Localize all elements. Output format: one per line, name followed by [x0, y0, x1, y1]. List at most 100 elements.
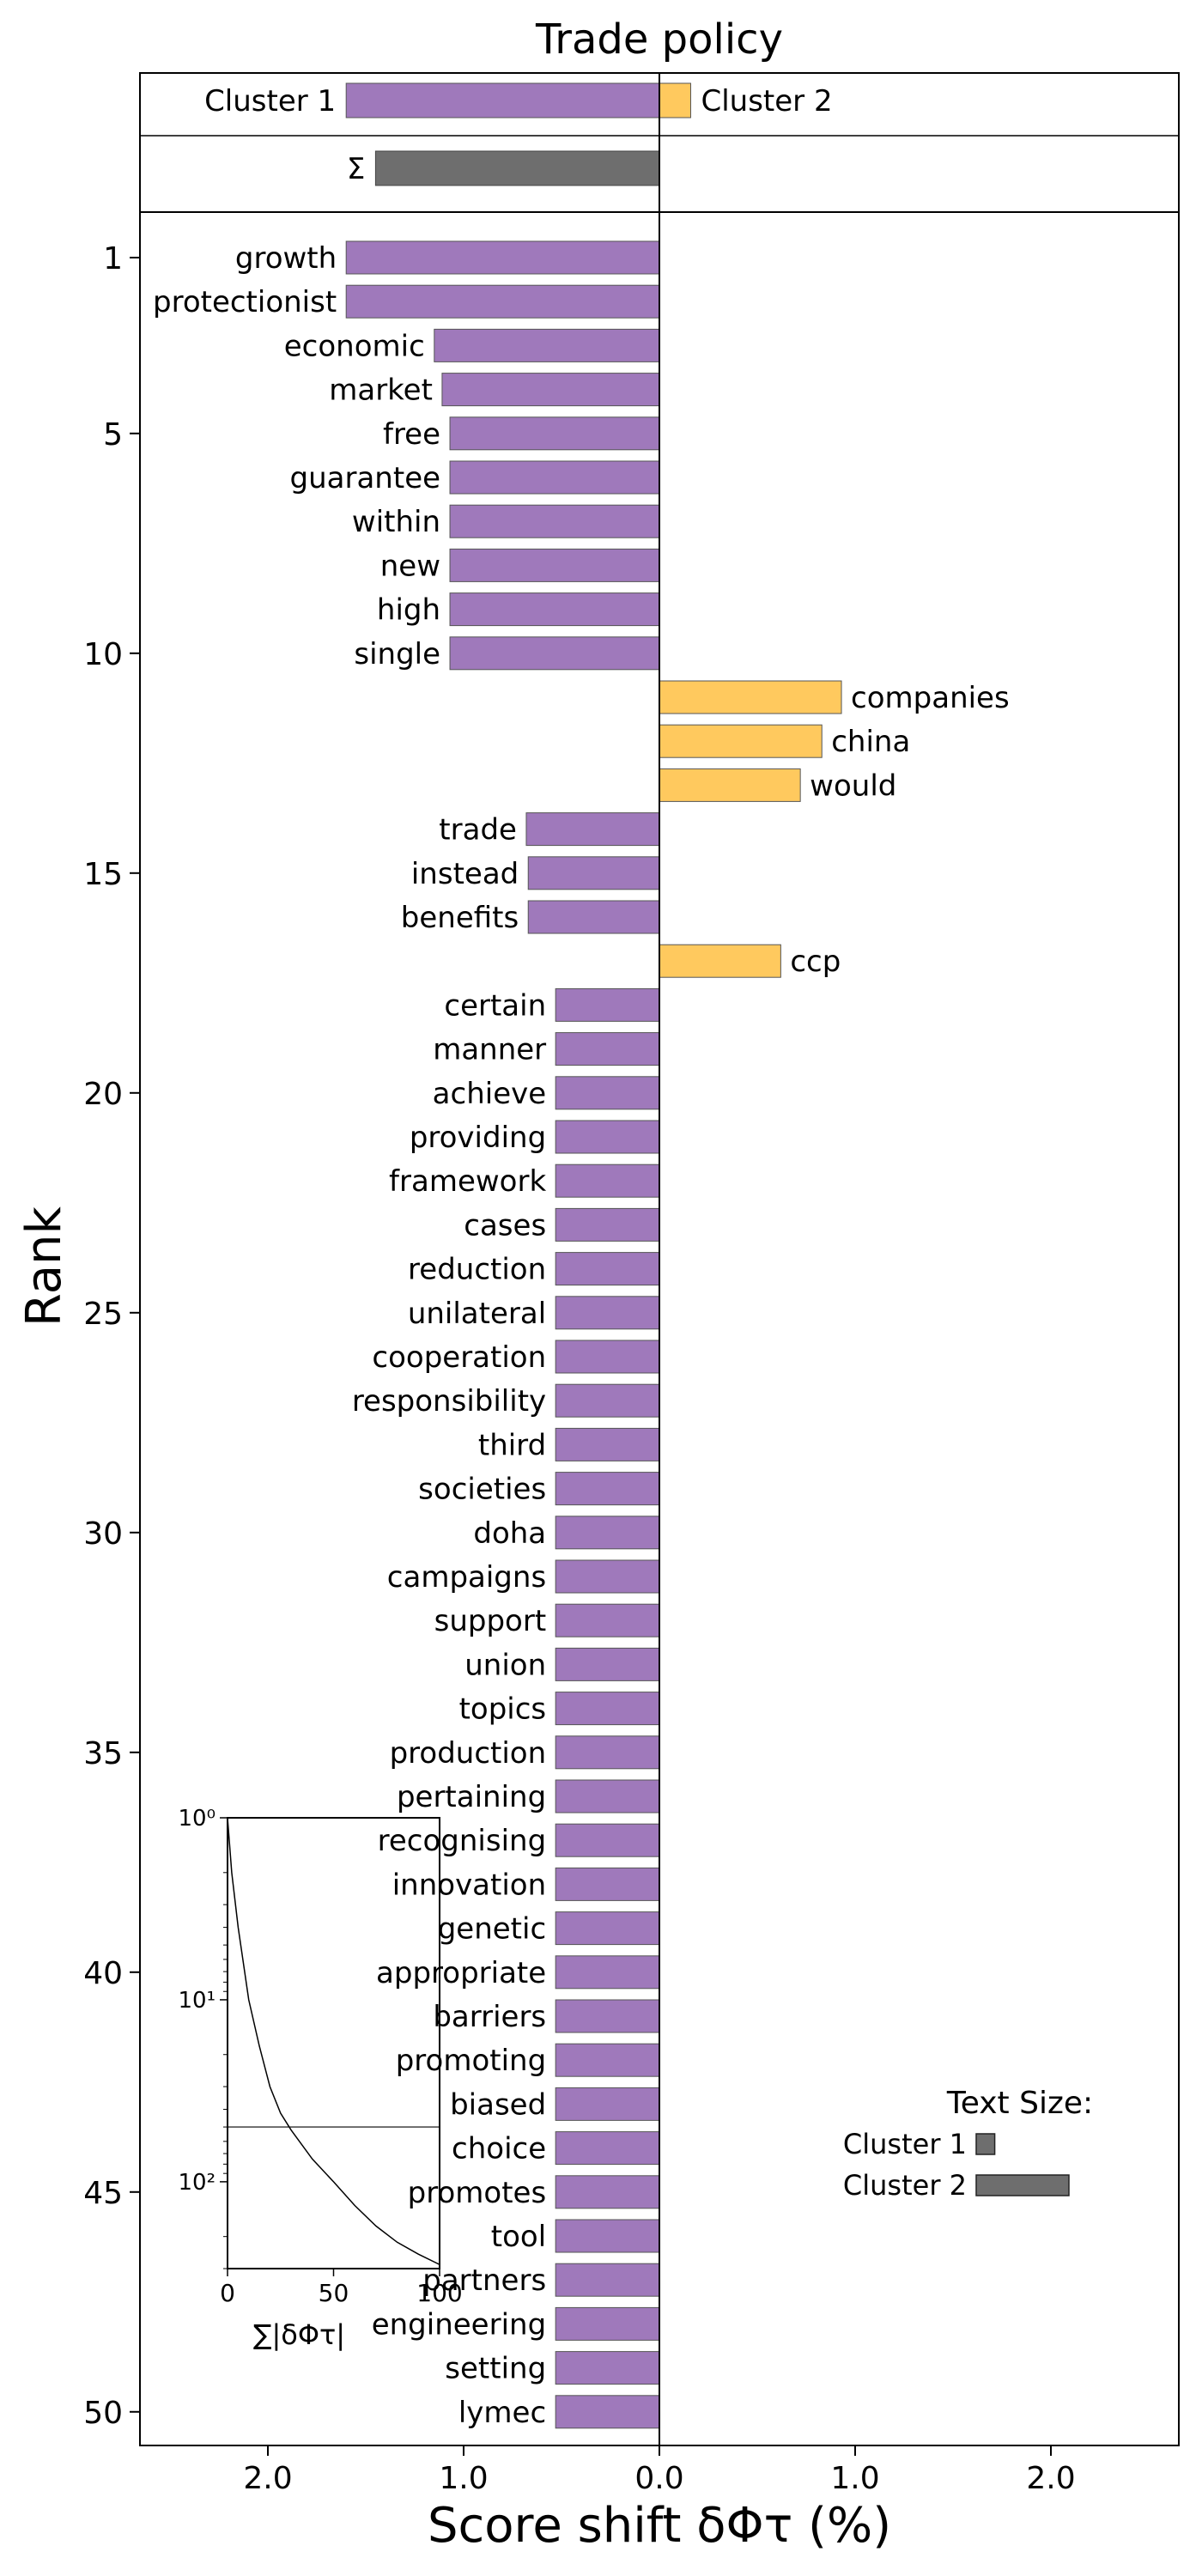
bar-reduction: [555, 1252, 660, 1286]
legend-bar-cluster1: [975, 2133, 996, 2155]
y-tick-label-20: 20: [83, 1077, 123, 1112]
text-size-legend: Text Size: Cluster 1 Cluster 2: [843, 2086, 1093, 2202]
y-tick-label-45: 45: [83, 2176, 123, 2211]
summary-bar-cluster1: [345, 82, 660, 118]
bar-label-instead: instead: [411, 857, 519, 891]
bar-benefits: [527, 900, 660, 934]
bar-label-campaigns: campaigns: [387, 1560, 546, 1595]
bar-label-partners: partners: [422, 2263, 546, 2298]
summary-label-cluster1: Cluster 1: [204, 84, 336, 118]
bar-union: [555, 1647, 660, 1681]
bar-label-guarantee: guarantee: [290, 461, 441, 495]
bar-recognising: [555, 1823, 660, 1857]
bar-within: [449, 504, 660, 538]
y-tick-label-30: 30: [83, 1516, 123, 1552]
inset-x-tick-label-1: 50: [319, 2279, 349, 2307]
bar-label-manner: manner: [433, 1033, 546, 1067]
bar-responsibility: [555, 1383, 660, 1418]
inset-y-tick-label-1: 10¹: [178, 1988, 216, 2014]
bar-certain: [555, 987, 660, 1022]
bar-label-innovation: innovation: [392, 1868, 546, 1902]
bar-label-providing: providing: [410, 1121, 546, 1155]
bars-layer: growth protectionist economic market free gua…: [153, 240, 1010, 2430]
bar-label-appropriate: appropriate: [376, 1956, 546, 1990]
bar-label-economic: economic: [284, 329, 425, 363]
y-tick-label-5: 5: [103, 417, 123, 453]
bar-label-tool: tool: [491, 2220, 546, 2254]
bar-label-growth: growth: [235, 241, 337, 276]
bar-cooperation: [555, 1340, 660, 1374]
bar-ccp: [659, 944, 781, 978]
bar-label-recognising: recognising: [378, 1824, 547, 1858]
summary-panel: Cluster 1 Cluster 2 Σ: [204, 82, 833, 186]
bar-label-new: new: [380, 549, 440, 583]
bar-topics: [555, 1692, 660, 1726]
y-tick-label-25: 25: [83, 1297, 123, 1332]
bar-would: [659, 768, 801, 802]
bar-label-within: within: [352, 505, 440, 539]
bar-campaigns: [555, 1559, 660, 1594]
bar-label-free: free: [383, 417, 440, 452]
bar-label-lymec: lymec: [458, 2396, 546, 2430]
bar-production: [555, 1735, 660, 1770]
bar-barriers: [555, 1999, 660, 2033]
bar-label-protectionist: protectionist: [153, 285, 337, 319]
bar-growth: [345, 240, 660, 275]
summary-label-sum: Σ: [347, 152, 365, 186]
x-axis-label: Score shift δΦτ (%): [428, 2498, 891, 2554]
bar-framework: [555, 1163, 660, 1198]
legend-bar-cluster2: [975, 2174, 1070, 2196]
bar-label-certain: certain: [444, 988, 546, 1023]
summary-label-cluster2: Cluster 2: [701, 84, 832, 118]
bar-economic: [434, 328, 660, 362]
bar-label-societies: societies: [418, 1473, 546, 1507]
inset-y-tick-label-0: 10⁰: [178, 1806, 216, 1832]
bar-label-pertaining: pertaining: [397, 1780, 546, 1814]
bar-partners: [555, 2263, 660, 2297]
bar-tool: [555, 2219, 660, 2253]
bar-label-biased: biased: [450, 2087, 546, 2122]
bar-label-trade: trade: [439, 813, 517, 848]
bar-label-promoting: promoting: [396, 2044, 546, 2078]
bar-societies: [555, 1472, 660, 1506]
bar-engineering: [555, 2306, 660, 2341]
bar-biased: [555, 2087, 660, 2121]
bar-label-cooperation: cooperation: [372, 1340, 546, 1375]
bar-label-high: high: [377, 593, 440, 628]
y-tick-label-50: 50: [83, 2396, 123, 2431]
bar-label-choice: choice: [452, 2132, 546, 2166]
bar-label-china: china: [831, 725, 910, 759]
inset-x-tick-label-0: 0: [220, 2279, 235, 2307]
bar-label-promotes: promotes: [408, 2176, 547, 2210]
bar-label-companies: companies: [851, 681, 1010, 715]
bar-label-ccp: ccp: [790, 945, 841, 979]
bar-third: [555, 1427, 660, 1461]
bar-pertaining: [555, 1779, 660, 1814]
bar-label-cases: cases: [464, 1208, 546, 1242]
bar-label-engineering: engineering: [372, 2307, 546, 2342]
bar-guarantee: [449, 460, 660, 495]
summary-bar-sum: [374, 150, 660, 186]
bar-genetic: [555, 1911, 660, 1946]
bar-manner: [555, 1032, 660, 1066]
bar-label-production: production: [390, 1736, 547, 1771]
y-tick-label-15: 15: [83, 857, 123, 892]
inset-chart: 10⁰ 10¹ 10² 0 50 100 ∑|δΦτ|: [178, 1806, 462, 2351]
legend-label-cluster2: Cluster 2: [843, 2169, 967, 2202]
y-tick-label-35: 35: [83, 1736, 123, 1771]
y-axis-label: Rank: [16, 1206, 72, 1326]
chart-title: Trade policy: [535, 15, 783, 64]
x-tick-label-1: 1.0: [439, 2461, 488, 2496]
x-tick-label-3: 1.0: [830, 2461, 879, 2496]
bar-label-market: market: [329, 374, 433, 408]
inset-x-tick-label-2: 100: [416, 2279, 462, 2307]
bar-label-union: union: [464, 1648, 546, 1682]
bar-label-responsibility: responsibility: [352, 1384, 546, 1419]
legend-title: Text Size:: [946, 2086, 1093, 2121]
bar-choice: [555, 2131, 660, 2166]
bar-single: [449, 636, 660, 671]
summary-bar-cluster2: [659, 82, 691, 118]
bar-label-doha: doha: [473, 1516, 546, 1551]
bar-unilateral: [555, 1296, 660, 1330]
